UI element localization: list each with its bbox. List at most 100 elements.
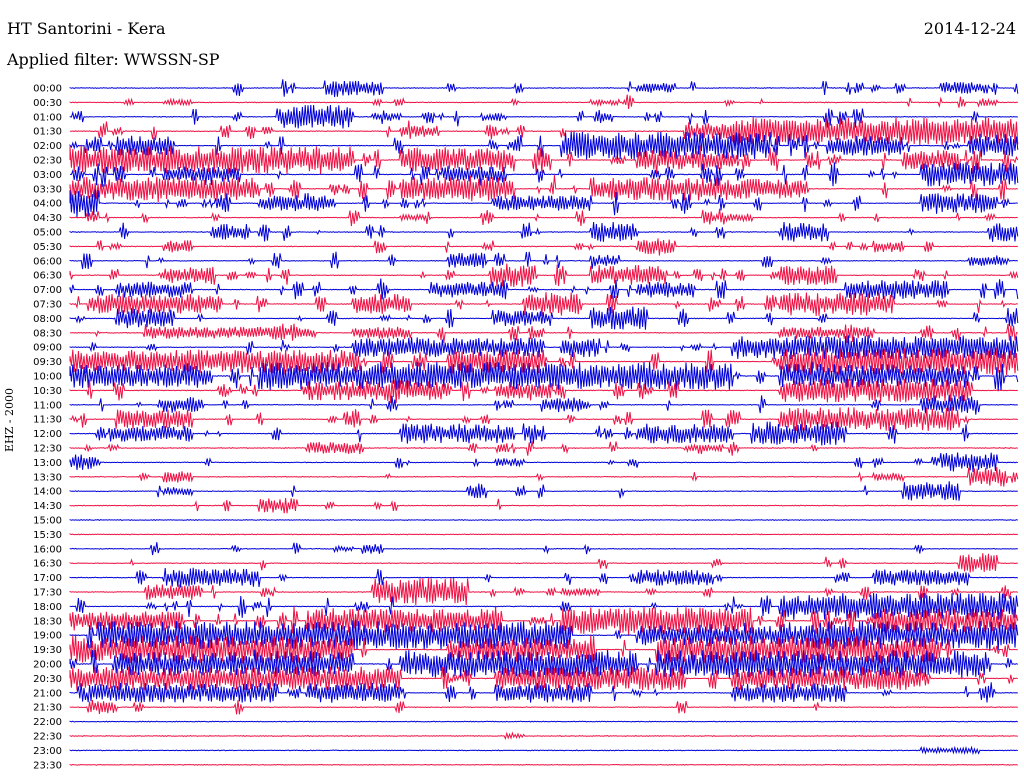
trace-line <box>69 378 1018 404</box>
trace-line <box>69 452 1018 473</box>
trace-line <box>69 635 1018 665</box>
tick-label: 04:30 <box>33 213 62 224</box>
trace-line <box>69 542 1018 556</box>
time-tick-labels: 00:00 00:30 01:00 01:30 02:00 02:30 03:00 03:30… <box>33 84 62 772</box>
tick-label: 05:00 <box>33 228 62 239</box>
trace-line <box>69 361 1019 392</box>
trace-line <box>69 278 1019 300</box>
trace-line <box>69 606 1019 635</box>
trace-group <box>69 79 1019 766</box>
tick-label: 23:00 <box>33 746 62 757</box>
trace-line <box>69 421 1018 446</box>
trace-line <box>69 323 1018 343</box>
tick-label: 17:30 <box>33 588 62 599</box>
trace-line <box>69 441 1018 456</box>
trace-line <box>69 745 1018 756</box>
tick-label: 18:00 <box>33 602 62 613</box>
tick-label: 00:00 <box>33 84 62 95</box>
tick-label: 13:30 <box>33 472 62 483</box>
trace-line <box>69 238 1018 256</box>
tick-label: 09:00 <box>33 343 62 354</box>
trace-line <box>69 145 1019 175</box>
tick-label: 19:30 <box>33 645 62 656</box>
tick-label: 05:30 <box>33 242 62 253</box>
trace-line <box>69 394 1018 415</box>
trace-line <box>69 79 1019 98</box>
tick-label: 02:30 <box>33 156 62 167</box>
tick-label: 06:00 <box>33 256 62 267</box>
tick-label: 01:00 <box>33 112 62 123</box>
filter-label: Applied filter: WWSSN-SP <box>7 50 220 69</box>
tick-label: 14:30 <box>33 501 62 512</box>
tick-label: 16:00 <box>33 544 62 555</box>
trace-line <box>69 553 1018 573</box>
trace-line <box>69 407 1018 432</box>
trace-line <box>69 175 1018 203</box>
trace-line <box>69 131 1019 160</box>
trace-line <box>69 731 1018 741</box>
tick-label: 19:00 <box>33 631 62 642</box>
tick-label: 08:30 <box>33 328 62 339</box>
tick-label: 20:30 <box>33 674 62 685</box>
trace-line <box>69 466 1019 487</box>
tick-label: 07:30 <box>33 300 62 311</box>
date-label: 2014-12-24 <box>923 19 1016 38</box>
trace-line <box>69 577 1018 606</box>
trace-line <box>69 208 1018 227</box>
tick-label: 04:00 <box>33 199 62 210</box>
trace-line <box>69 347 1019 376</box>
trace-line <box>69 519 1018 521</box>
tick-label: 00:30 <box>33 98 62 109</box>
tick-label: 03:00 <box>33 170 62 181</box>
trace-line <box>69 222 1019 242</box>
trace-line <box>69 335 1019 360</box>
tick-label: 01:30 <box>33 127 62 138</box>
trace-line <box>69 251 1018 270</box>
tick-label: 06:30 <box>33 271 62 282</box>
tick-label: 15:30 <box>33 530 62 541</box>
tick-label: 21:30 <box>33 703 62 714</box>
tick-label: 13:00 <box>33 458 62 469</box>
tick-label: 18:30 <box>33 616 62 627</box>
tick-label: 02:00 <box>33 141 62 152</box>
tick-label: 21:00 <box>33 688 62 699</box>
trace-line <box>69 567 1018 588</box>
trace-line <box>69 533 1018 536</box>
trace-line <box>69 763 1018 766</box>
tick-label: 07:00 <box>33 285 62 296</box>
tick-label: 16:30 <box>33 559 62 570</box>
trace-line <box>69 699 1018 715</box>
tick-label: 03:30 <box>33 184 62 195</box>
trace-line <box>69 720 1018 723</box>
trace-line <box>70 117 1019 146</box>
tick-label: 22:30 <box>33 732 62 743</box>
trace-line <box>69 619 1019 651</box>
trace-line <box>69 292 1018 317</box>
trace-line <box>69 263 1019 287</box>
trace-line <box>69 189 1018 218</box>
trace-line <box>69 666 1018 691</box>
trace-line <box>69 162 1019 188</box>
trace-line <box>69 104 1018 129</box>
trace-line <box>69 592 1019 621</box>
tick-label: 23:30 <box>33 760 62 771</box>
tick-label: 12:30 <box>33 444 62 455</box>
tick-label: 20:00 <box>33 660 62 671</box>
trace-line <box>69 481 1018 501</box>
trace-line <box>69 306 1019 330</box>
tick-label: 11:30 <box>33 415 62 426</box>
tick-label: 10:30 <box>33 386 62 397</box>
trace-line <box>69 94 1018 109</box>
tick-label: 11:00 <box>33 400 62 411</box>
tick-label: 12:00 <box>33 429 62 440</box>
tick-label: 14:00 <box>33 487 62 498</box>
tick-label: 15:00 <box>33 516 62 527</box>
trace-line <box>69 682 1018 703</box>
tick-label: 22:00 <box>33 717 62 728</box>
trace-line <box>69 649 1018 679</box>
tick-label: 08:00 <box>33 314 62 325</box>
trace-line <box>69 498 1018 514</box>
tick-label: 10:00 <box>33 372 62 383</box>
tick-label: 09:30 <box>33 357 62 368</box>
